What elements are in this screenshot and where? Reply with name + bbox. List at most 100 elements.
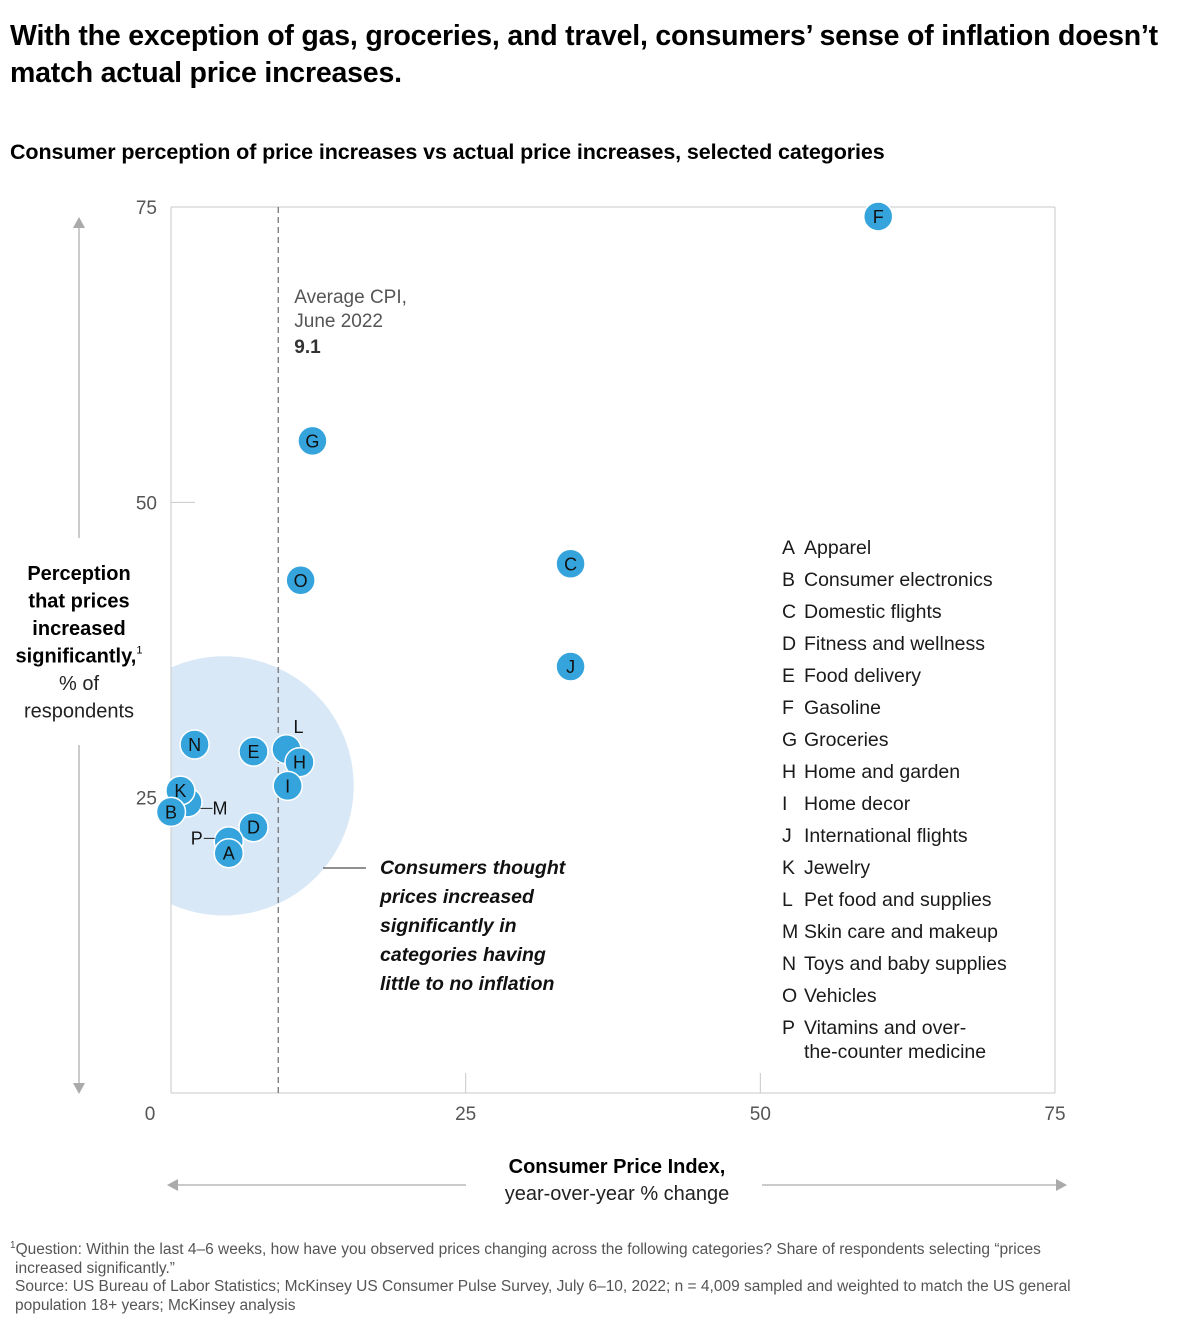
cpi-label: Average CPI, xyxy=(294,287,407,308)
footnote-marker: 1 xyxy=(10,1239,16,1251)
data-point-n: N xyxy=(179,729,210,760)
data-point-marker xyxy=(555,548,586,580)
highlight-region-layer xyxy=(171,656,354,916)
chart-subtitle: Consumer perception of price increases v… xyxy=(10,140,885,164)
data-point-h: H xyxy=(284,746,315,778)
data-point-label: F xyxy=(873,207,884,227)
legend-label: Vitamins and over- xyxy=(804,1017,966,1039)
data-point-label: A xyxy=(223,844,235,864)
legend-item-n: N Toys and baby supplies xyxy=(782,953,1007,975)
data-point-j: J xyxy=(555,651,586,682)
y-axis-subtitle: respondents xyxy=(24,701,134,723)
legend-label: Groceries xyxy=(804,729,889,751)
annotation-text: prices increased xyxy=(379,886,535,908)
legend-item-g: G Groceries xyxy=(782,729,889,751)
data-point-label: H xyxy=(293,753,306,773)
data-point-label: N xyxy=(188,735,201,755)
data-point-marker xyxy=(272,770,303,802)
cpi-label: June 2022 xyxy=(294,311,383,332)
data-point-marker xyxy=(155,796,187,828)
x-axis-subtitle: year-over-year % change xyxy=(505,1183,730,1205)
legend-label: Home and garden xyxy=(804,761,960,783)
legend-item-b: B Consumer electronics xyxy=(782,569,993,591)
data-point-marker xyxy=(285,565,316,596)
data-point-label: I xyxy=(285,776,290,796)
footnote-question: 1Question: Within the last 4–6 weeks, ho… xyxy=(10,1239,1041,1258)
legend-label: Vehicles xyxy=(804,985,877,1007)
data-point-label: M xyxy=(213,798,228,818)
legend-item-a: A Apparel xyxy=(782,537,871,559)
legend-key: B xyxy=(782,569,795,591)
data-point-label: L xyxy=(294,717,304,737)
legend-item-c: C Domestic flights xyxy=(782,601,942,623)
legend-key: K xyxy=(782,857,795,879)
legend-item-l: L Pet food and supplies xyxy=(782,889,992,911)
legend-item-m: M Skin care and makeup xyxy=(782,921,998,943)
data-point-label: D xyxy=(247,818,260,838)
data-point-c: C xyxy=(555,548,586,580)
legend-label: Pet food and supplies xyxy=(804,889,992,911)
axes-layer: 25 50 75 0 25 50 75 xyxy=(136,198,1066,1125)
legend-key: M xyxy=(782,921,798,943)
legend-key: L xyxy=(782,889,793,911)
data-point-a: A xyxy=(213,837,245,869)
data-point-g: G xyxy=(297,425,328,457)
y-tick-label: 50 xyxy=(136,493,157,514)
y-axis-title: increased xyxy=(32,618,125,640)
data-point-label: K xyxy=(174,781,186,801)
legend-label: the-counter medicine xyxy=(804,1041,986,1063)
legend-item-k: K Jewelry xyxy=(782,857,870,879)
legend-key: E xyxy=(782,665,795,687)
legend-key: N xyxy=(782,953,796,975)
legend-label: Consumer electronics xyxy=(804,569,993,591)
data-point-marker xyxy=(213,837,245,869)
legend-label: Toys and baby supplies xyxy=(804,953,1007,975)
legend-item-f: F Gasoline xyxy=(782,697,881,719)
data-point-e: E xyxy=(238,736,269,767)
data-point-marker xyxy=(297,425,328,457)
data-point-o: O xyxy=(285,565,316,596)
footnote-question-cont: increased significantly.” xyxy=(15,1259,175,1277)
data-point-label: C xyxy=(564,554,577,574)
data-point-marker xyxy=(238,736,269,767)
y-axis-arrow-down-icon xyxy=(73,1083,85,1094)
legend-layer: A Apparel B Consumer electronics C Domestic f… xyxy=(782,537,1007,1063)
highlight-region xyxy=(171,656,354,916)
legend-key: J xyxy=(782,825,792,847)
legend-label: Apparel xyxy=(804,537,871,559)
y-axis-title: Perception xyxy=(27,563,130,585)
footnote-source-cont: population 18+ years; McKinsey analysis xyxy=(15,1296,296,1314)
data-point-label: O xyxy=(294,571,308,591)
data-point-label: E xyxy=(247,742,259,762)
x-axis-title: Consumer Price Index, xyxy=(509,1156,726,1178)
legend-label: Fitness and wellness xyxy=(804,633,985,655)
x-tick-label: 0 xyxy=(145,1104,156,1125)
data-point-marker xyxy=(179,729,210,760)
data-point-label: P xyxy=(191,828,203,848)
data-point-marker xyxy=(555,651,586,682)
legend-label: Gasoline xyxy=(804,697,881,719)
legend-item-j: J International flights xyxy=(782,825,968,847)
x-tick-label: 75 xyxy=(1044,1104,1065,1125)
y-axis-title: significantly,1 xyxy=(16,645,143,668)
legend-key: P xyxy=(782,1017,795,1039)
footnote-source: Source: US Bureau of Labor Statistics; M… xyxy=(15,1278,1071,1295)
cpi-value: 9.1 xyxy=(294,337,321,358)
annotation-text: little to no inflation xyxy=(380,973,554,995)
data-point-marker xyxy=(862,201,894,232)
annotation-text: categories having xyxy=(380,944,546,966)
legend-item-i: I Home decor xyxy=(782,793,911,815)
legend-key: O xyxy=(782,985,797,1007)
legend-item-p: P Vitamins and over-the-counter medicine xyxy=(782,1017,986,1063)
legend-label: Food delivery xyxy=(804,665,921,687)
legend-key: D xyxy=(782,633,796,655)
x-tick-label: 50 xyxy=(750,1104,771,1125)
legend-item-o: O Vehicles xyxy=(782,985,877,1007)
axis-labels-layer: Perception that prices increased significan… xyxy=(16,217,1067,1205)
data-point-b: B xyxy=(155,796,187,828)
data-point-label: G xyxy=(305,431,319,451)
annotation-text: significantly in xyxy=(380,915,517,937)
data-point-marker xyxy=(238,811,269,843)
annotation-text: Consumers thought xyxy=(380,857,567,879)
